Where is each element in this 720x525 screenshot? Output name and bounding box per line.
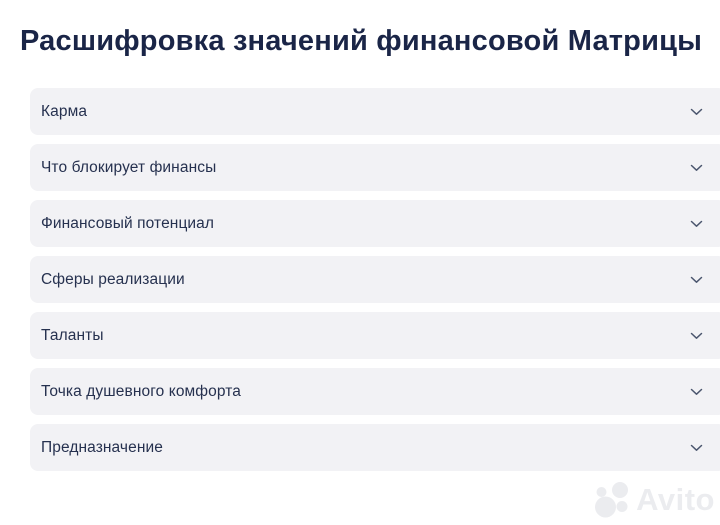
accordion-item-talents[interactable]: Таланты (30, 312, 720, 359)
chevron-down-icon (690, 444, 703, 451)
accordion-item-destiny[interactable]: Предназначение (30, 424, 720, 471)
chevron-down-icon (690, 220, 703, 227)
page-title: Расшифровка значений финансовой Матрицы (20, 25, 703, 57)
chevron-down-icon (690, 332, 703, 339)
accordion-item-label: Точка душевного комфорта (41, 382, 241, 400)
accordion-item-realization-spheres[interactable]: Сферы реализации (30, 256, 720, 303)
accordion-item-karma[interactable]: Карма (30, 88, 720, 135)
accordion-item-label: Что блокирует финансы (41, 158, 217, 176)
accordion-item-label: Предназначение (41, 438, 163, 456)
chevron-down-icon (690, 276, 703, 283)
accordion-item-finance-blockers[interactable]: Что блокирует финансы (30, 144, 720, 191)
accordion-item-financial-potential[interactable]: Финансовый потенциал (30, 200, 720, 247)
accordion-item-label: Карма (41, 102, 88, 120)
accordion-item-label: Таланты (41, 326, 104, 344)
accordion-list: Карма Что блокирует финансы Финансовый п… (0, 88, 720, 471)
chevron-down-icon (690, 108, 703, 115)
avito-watermark: Avito (594, 481, 715, 518)
avito-wordmark: Avito (636, 482, 715, 517)
chevron-down-icon (690, 388, 703, 395)
chevron-down-icon (690, 164, 703, 171)
accordion-item-comfort-point[interactable]: Точка душевного комфорта (30, 368, 720, 415)
avito-logo-icon (595, 482, 629, 518)
accordion-item-label: Сферы реализации (41, 270, 185, 288)
accordion-item-label: Финансовый потенциал (41, 214, 215, 232)
